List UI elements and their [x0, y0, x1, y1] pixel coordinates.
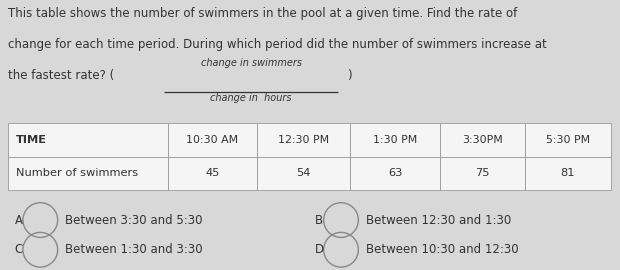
Text: 81: 81 [560, 168, 575, 178]
Text: 45: 45 [205, 168, 219, 178]
Text: change for each time period. During which period did the number of swimmers incr: change for each time period. During whic… [8, 38, 547, 51]
Text: Number of swimmers: Number of swimmers [16, 168, 138, 178]
Text: the fastest rate? (: the fastest rate? ( [8, 69, 114, 82]
Text: Between 3:30 and 5:30: Between 3:30 and 5:30 [65, 214, 203, 227]
Text: change in swimmers: change in swimmers [201, 58, 301, 68]
Text: ): ) [347, 69, 352, 82]
Text: 54: 54 [296, 168, 311, 178]
Text: This table shows the number of swimmers in the pool at a given time. Find the ra: This table shows the number of swimmers … [8, 7, 517, 20]
Text: A: A [15, 214, 22, 227]
Text: 3:30PM: 3:30PM [462, 135, 503, 145]
Text: 75: 75 [475, 168, 490, 178]
Text: 12:30 PM: 12:30 PM [278, 135, 329, 145]
Text: Between 10:30 and 12:30: Between 10:30 and 12:30 [366, 243, 518, 256]
Text: 1:30 PM: 1:30 PM [373, 135, 417, 145]
Text: change in  hours: change in hours [210, 93, 292, 103]
Text: 10:30 AM: 10:30 AM [186, 135, 239, 145]
Text: 5:30 PM: 5:30 PM [546, 135, 590, 145]
Text: D: D [315, 243, 324, 256]
Text: Between 1:30 and 3:30: Between 1:30 and 3:30 [65, 243, 203, 256]
Text: B: B [315, 214, 324, 227]
Text: TIME: TIME [16, 135, 46, 145]
Text: Between 12:30 and 1:30: Between 12:30 and 1:30 [366, 214, 511, 227]
Text: C: C [14, 243, 23, 256]
Text: 63: 63 [388, 168, 402, 178]
